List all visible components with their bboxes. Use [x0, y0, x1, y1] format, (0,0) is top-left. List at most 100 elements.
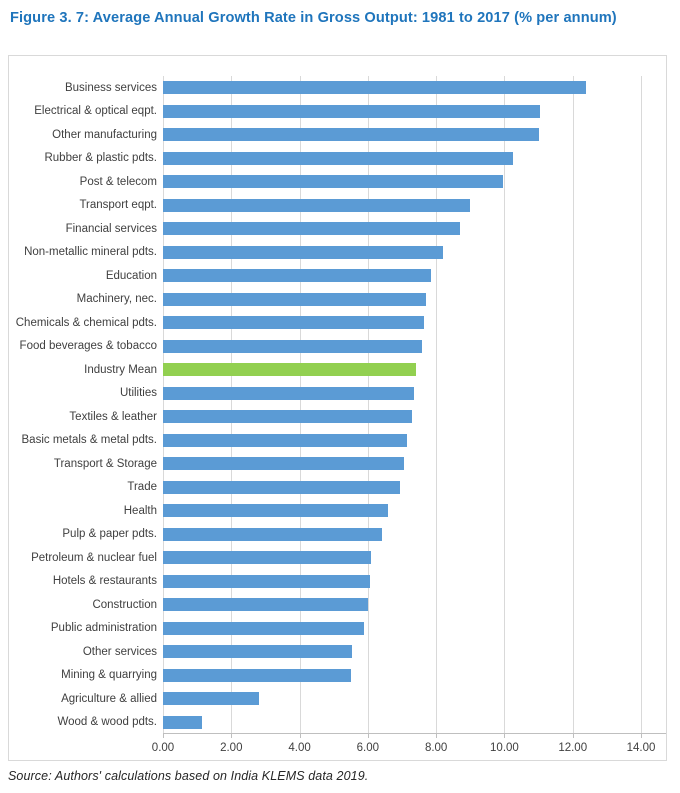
label-electrical-optical-eqpt: Electrical & optical eqpt. — [34, 105, 157, 118]
bar-rubber-plastic-pdts — [163, 151, 513, 165]
gridline — [367, 76, 369, 734]
bar-row — [163, 264, 666, 288]
label-wood-wood-pdts: Wood & wood pdts. — [57, 716, 157, 729]
bar-row — [163, 499, 666, 523]
label-public-administration: Public administration — [50, 622, 157, 635]
bar-post-telecom — [163, 175, 503, 188]
bar-financial-services — [163, 222, 461, 235]
x-tick-label: 0.00 — [151, 742, 175, 754]
figure-title: Figure 3. 7: Average Annual Growth Rate … — [10, 10, 617, 26]
bar-transport-storage — [163, 457, 404, 470]
label-mining-quarrying: Mining & quarrying — [61, 669, 157, 682]
x-tick-mark — [299, 734, 301, 738]
bar-row — [163, 664, 666, 688]
bar-row — [163, 546, 666, 570]
gridline — [641, 76, 642, 734]
x-tick-label: 4.00 — [288, 742, 311, 754]
label-post-telecom: Post & telecom — [79, 175, 157, 188]
label-agriculture-allied: Agriculture & allied — [61, 692, 157, 705]
bar-row — [163, 570, 666, 594]
bar-row — [163, 147, 666, 171]
label-basic-metals-metal-pdts: Basic metals & metal pdts. — [21, 434, 158, 447]
label-food-beverages-tobacco: Food beverages & tobacco — [19, 340, 157, 353]
label-construction: Construction — [92, 598, 157, 611]
bar-industry-mean — [163, 363, 416, 376]
x-axis: 0.00 2.00 4.00 6.00 8.00 10.00 12.00 14.00 — [152, 734, 666, 760]
bar-row — [163, 476, 666, 500]
bar-other-services — [163, 645, 353, 658]
bar-row — [163, 452, 666, 476]
bar-basic-metals-metal-pdts — [163, 433, 408, 447]
gridline — [572, 76, 574, 734]
bar-row — [163, 100, 666, 124]
bar-row — [163, 593, 666, 617]
label-other-manufacturing: Other manufacturing — [52, 128, 157, 141]
x-tick-mark — [367, 734, 369, 738]
bar-row — [163, 194, 666, 218]
x-tick-mark — [641, 734, 642, 738]
bar-row — [163, 523, 666, 547]
bar-trade — [163, 480, 401, 494]
x-tick-label: 6.00 — [356, 742, 380, 754]
x-tick-label: 2.00 — [220, 742, 243, 754]
bar-row — [163, 687, 666, 711]
label-financial-services: Financial services — [65, 222, 157, 235]
bar-business-services — [163, 81, 587, 94]
x-tick-label: 8.00 — [424, 742, 448, 754]
x-tick-mark — [231, 734, 233, 738]
x-axis-line — [163, 733, 666, 734]
bar-row — [163, 617, 666, 641]
bar-electrical-optical-eqpt — [163, 104, 541, 118]
x-tick-label: 14.00 — [626, 742, 656, 754]
label-business-services: Business services — [64, 81, 157, 94]
bar-wood-wood-pdts — [163, 715, 203, 729]
bar-agriculture-allied — [163, 692, 259, 705]
x-tick-mark — [436, 734, 438, 738]
bar-food-beverages-tobacco — [163, 339, 423, 353]
bar-row — [163, 123, 666, 147]
label-other-services: Other services — [82, 645, 157, 658]
bar-machinery-nec — [163, 292, 426, 306]
label-transport-eqpt: Transport eqpt. — [79, 199, 157, 212]
label-chemicals-chemical-pdts: Chemicals & chemical pdts. — [15, 316, 157, 329]
bar-row — [163, 429, 666, 453]
gridline — [163, 76, 164, 734]
bar-petroleum-nuclear-fuel — [163, 551, 372, 564]
bar-public-administration — [163, 621, 365, 635]
bar-textiles-leather — [163, 410, 413, 423]
bar-row — [163, 640, 666, 664]
bar-hotels-restaurants — [163, 574, 370, 588]
label-industry-mean: Industry Mean — [84, 363, 157, 376]
bar-other-manufacturing — [163, 128, 539, 141]
label-education: Education — [105, 269, 157, 282]
bar-utilities — [163, 386, 414, 400]
bar-row — [163, 382, 666, 406]
gridline — [299, 76, 301, 734]
label-rubber-plastic-pdts: Rubber & plastic pdts. — [44, 152, 157, 165]
x-tick-mark — [504, 734, 506, 738]
label-petroleum-nuclear-fuel: Petroleum & nuclear fuel — [31, 551, 157, 564]
x-tick-mark — [572, 734, 574, 738]
bar-non-metallic-mineral-pdts — [163, 245, 443, 259]
bar-row — [163, 76, 666, 100]
bar-row — [163, 170, 666, 194]
bar-education — [163, 269, 432, 282]
bar-row — [163, 288, 666, 312]
source-note: Source: Authors' calculations based on I… — [8, 769, 369, 783]
gridline — [231, 76, 233, 734]
label-trade: Trade — [127, 481, 157, 494]
chart-area: Business services Electrical & optical eq… — [8, 55, 667, 761]
label-textiles-leather: Textiles & leather — [69, 410, 157, 423]
gridline — [504, 76, 506, 734]
bar-row — [163, 335, 666, 359]
label-pulp-paper-pdts: Pulp & paper pdts. — [62, 528, 157, 541]
x-tick-label: 10.00 — [490, 742, 519, 754]
category-labels: Business services Electrical & optical eq… — [9, 76, 157, 734]
bar-row — [163, 311, 666, 335]
bar-construction — [163, 598, 368, 611]
label-transport-storage: Transport & Storage — [53, 457, 157, 470]
bar-row — [163, 241, 666, 265]
label-utilities: Utilities — [119, 387, 157, 400]
bar-rows — [163, 76, 666, 734]
